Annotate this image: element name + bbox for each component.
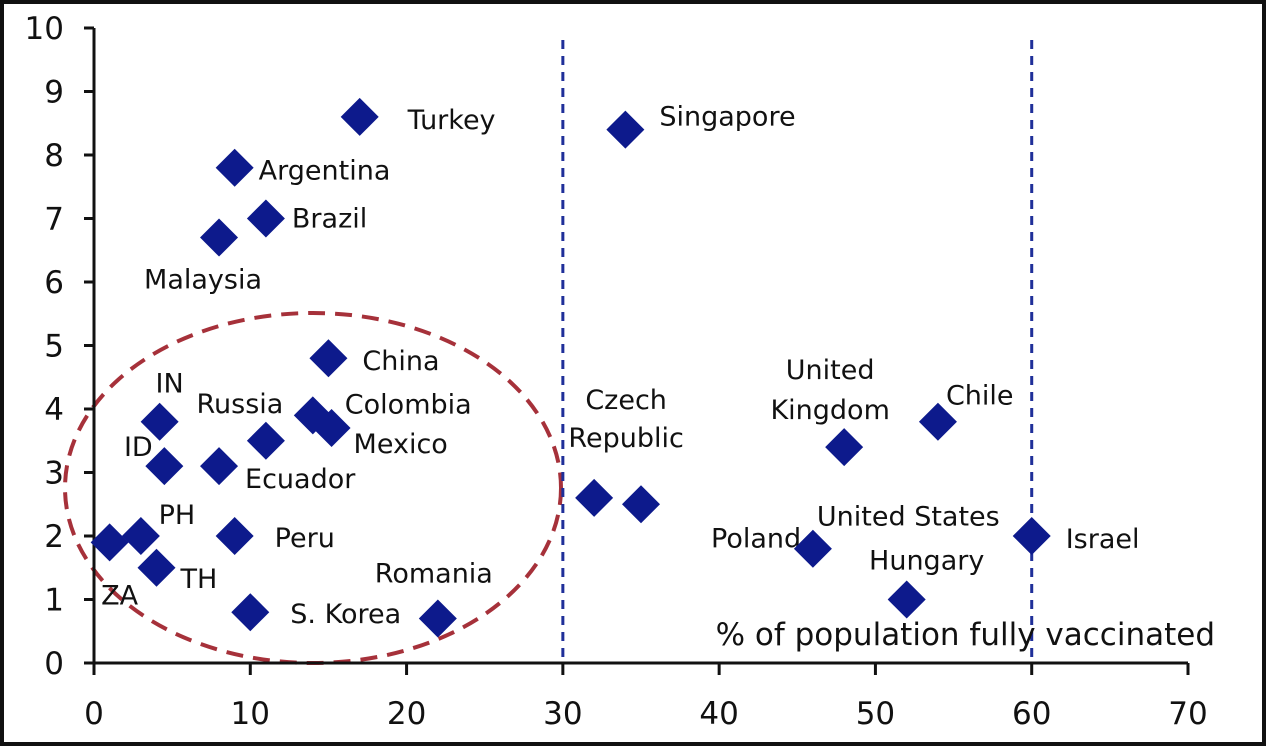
point-label-singapore: Singapore [659,102,795,133]
data-point-za [90,523,129,562]
data-point-argentina [215,148,254,187]
data-point-th [137,548,176,587]
point-label-ecuador: Ecuador [245,464,356,495]
data-point-united-kingdom [825,428,864,467]
point-label-brazil: Brazil [292,204,367,235]
point-label-romania: Romania [375,559,493,590]
point-label-za: ZA [101,580,138,611]
point-label-s-korea: S. Korea [290,599,401,630]
x-axis-title: % of population fully vaccinated [716,617,1215,653]
data-point-in [140,402,179,441]
data-point-mexico [312,409,351,448]
point-label-israel: Israel [1066,524,1140,555]
data-point-hungary [887,580,926,619]
data-point-brazil [246,199,285,238]
data-point-china [309,339,348,378]
data-point-singapore [606,110,645,149]
point-label-argentina: Argentina [259,156,391,187]
data-point-id [145,447,184,486]
data-point-peru [215,517,254,555]
point-label-in: IN [156,369,184,400]
y-tick-label: 6 [44,265,64,301]
data-point-israel [1012,517,1051,555]
data-point-turkey [340,97,379,136]
data-point-poland [622,485,660,524]
data-point-chile [918,402,957,441]
x-tick-label: 60 [1012,696,1051,732]
x-tick-label: 40 [699,696,738,732]
point-label-united-states: United States [817,502,1000,533]
point-label-chile: Chile [946,381,1014,412]
data-point-united-states [793,529,832,568]
y-tick-label: 10 [25,11,64,47]
x-tick-label: 20 [387,696,426,732]
y-tick-label: 9 [44,75,64,111]
y-tick-label: 1 [44,583,64,619]
data-point-malaysia [200,218,239,257]
data-point-s-korea [231,593,270,632]
point-label-czech-republic: Czech [585,385,667,416]
y-tick-label: 5 [44,329,64,365]
x-tick-label: 50 [856,696,895,732]
point-label-peru: Peru [275,523,335,554]
point-label-china: China [362,346,439,377]
point-label-czech-republic: Republic [568,423,683,454]
data-point-romania [418,599,457,638]
y-tick-label: 0 [44,646,64,682]
x-tick-label: 0 [84,696,104,732]
point-label-turkey: Turkey [407,105,496,136]
y-tick-label: 8 [44,138,64,174]
data-point-ecuador [200,447,239,486]
point-label-malaysia: Malaysia [144,265,262,296]
y-tick-label: 3 [44,456,64,492]
data-point-ph [121,517,160,555]
x-tick-label: 70 [1168,696,1207,732]
point-label-hungary: Hungary [869,546,984,577]
x-tick-label: 10 [231,696,270,732]
y-tick-label: 2 [44,519,64,555]
point-label-united-kingdom: Kingdom [770,395,889,426]
data-point-russia [246,421,285,460]
y-tick-label: 4 [44,392,64,428]
point-label-colombia: Colombia [345,389,472,420]
y-tick-label: 7 [44,202,64,238]
point-label-united-kingdom: United [786,355,875,386]
x-tick-label: 30 [543,696,582,732]
point-label-id: ID [124,432,153,463]
point-label-mexico: Mexico [354,429,448,460]
point-label-ph: PH [159,500,196,531]
point-label-th: TH [180,564,218,595]
data-point-czech-republic [575,478,614,517]
point-label-poland: Poland [711,523,801,554]
point-label-russia: Russia [196,389,283,420]
